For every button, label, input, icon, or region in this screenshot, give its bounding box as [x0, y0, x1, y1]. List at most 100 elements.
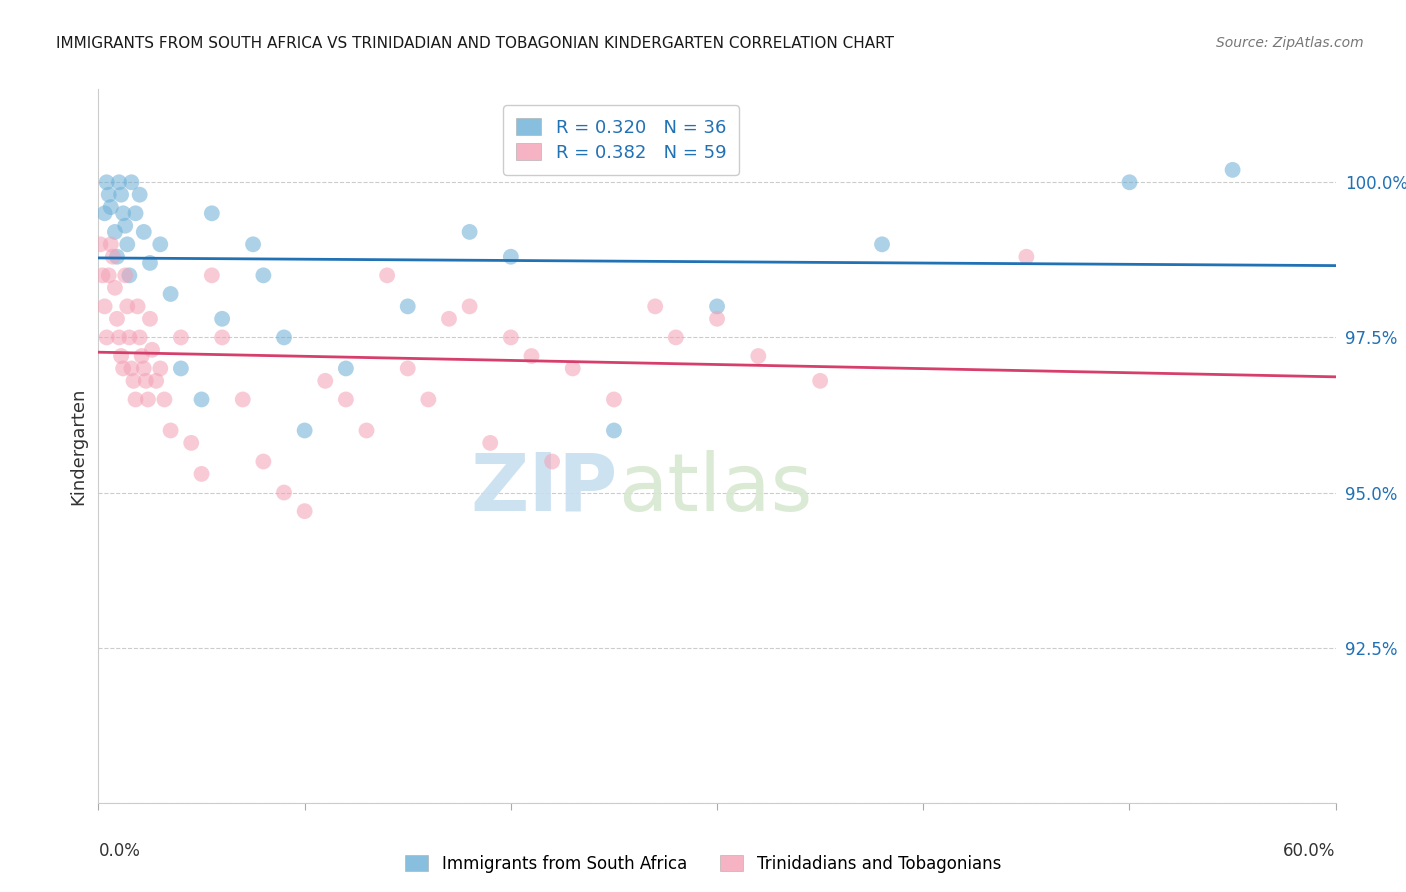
Point: [97, 187, 120, 202]
Point: [808, 374, 831, 388]
Point: [93, 299, 115, 313]
Point: [706, 311, 728, 326]
Point: [127, 299, 149, 313]
Point: [603, 424, 626, 438]
Point: [124, 392, 146, 407]
Point: [132, 361, 155, 376]
Point: [117, 299, 139, 313]
Point: [458, 299, 481, 313]
Point: [104, 281, 127, 295]
Point: [136, 392, 159, 407]
Point: [149, 361, 172, 376]
Point: [706, 299, 728, 313]
Point: [96, 175, 118, 189]
Point: [105, 311, 128, 326]
Point: [112, 206, 135, 220]
Text: 60.0%: 60.0%: [1284, 842, 1336, 860]
Point: [335, 361, 357, 376]
Text: IMMIGRANTS FROM SOUTH AFRICA VS TRINIDADIAN AND TOBAGONIAN KINDERGARTEN CORRELAT: IMMIGRANTS FROM SOUTH AFRICA VS TRINIDAD…: [56, 36, 894, 51]
Point: [118, 330, 141, 344]
Point: [665, 330, 688, 344]
Point: [100, 237, 122, 252]
Point: [120, 361, 142, 376]
Legend: R = 0.320   N = 36, R = 0.382   N = 59: R = 0.320 N = 36, R = 0.382 N = 59: [503, 105, 740, 175]
Point: [114, 219, 136, 233]
Point: [418, 392, 440, 407]
Point: [180, 436, 202, 450]
Point: [97, 268, 120, 283]
Point: [118, 268, 141, 283]
Point: [139, 311, 162, 326]
Point: [201, 268, 224, 283]
Point: [91, 268, 114, 283]
Point: [211, 330, 233, 344]
Point: [232, 392, 254, 407]
Point: [93, 206, 115, 220]
Point: [110, 349, 132, 363]
Point: [479, 436, 502, 450]
Point: [437, 311, 460, 326]
Point: [114, 268, 136, 283]
Point: [128, 330, 150, 344]
Point: [458, 225, 481, 239]
Text: Source: ZipAtlas.com: Source: ZipAtlas.com: [1216, 36, 1364, 50]
Point: [141, 343, 163, 357]
Point: [356, 424, 378, 438]
Point: [149, 237, 172, 252]
Point: [252, 454, 274, 468]
Text: atlas: atlas: [619, 450, 813, 528]
Point: [314, 374, 336, 388]
Point: [603, 392, 626, 407]
Text: 0.0%: 0.0%: [98, 842, 141, 860]
Point: [131, 349, 153, 363]
Point: [190, 467, 212, 481]
Point: [105, 250, 128, 264]
Point: [110, 187, 132, 202]
Point: [132, 225, 155, 239]
Point: [242, 237, 264, 252]
Point: [273, 330, 295, 344]
Point: [108, 175, 131, 189]
Point: [211, 311, 233, 326]
Point: [499, 330, 522, 344]
Point: [499, 250, 522, 264]
Point: [101, 250, 124, 264]
Point: [273, 485, 295, 500]
Point: [145, 374, 167, 388]
Point: [335, 392, 357, 407]
Point: [520, 349, 543, 363]
Point: [1118, 175, 1140, 189]
Legend: Immigrants from South Africa, Trinidadians and Tobagonians: Immigrants from South Africa, Trinidadia…: [398, 848, 1008, 880]
Point: [135, 374, 157, 388]
Point: [561, 361, 583, 376]
Point: [747, 349, 769, 363]
Point: [294, 504, 316, 518]
Point: [190, 392, 212, 407]
Point: [139, 256, 162, 270]
Point: [89, 237, 111, 252]
Point: [541, 454, 564, 468]
Y-axis label: Kindergarten: Kindergarten: [69, 387, 87, 505]
Point: [870, 237, 893, 252]
Point: [124, 206, 146, 220]
Point: [108, 330, 131, 344]
Point: [112, 361, 135, 376]
Point: [644, 299, 666, 313]
Point: [128, 187, 150, 202]
Point: [396, 299, 419, 313]
Point: [159, 424, 181, 438]
Point: [1222, 162, 1244, 177]
Point: [1015, 250, 1038, 264]
Point: [96, 330, 118, 344]
Point: [120, 175, 142, 189]
Point: [252, 268, 274, 283]
Point: [170, 330, 193, 344]
Point: [153, 392, 176, 407]
Point: [104, 225, 127, 239]
Point: [122, 374, 145, 388]
Point: [159, 287, 181, 301]
Point: [117, 237, 139, 252]
Text: ZIP: ZIP: [471, 450, 619, 528]
Point: [294, 424, 316, 438]
Point: [201, 206, 224, 220]
